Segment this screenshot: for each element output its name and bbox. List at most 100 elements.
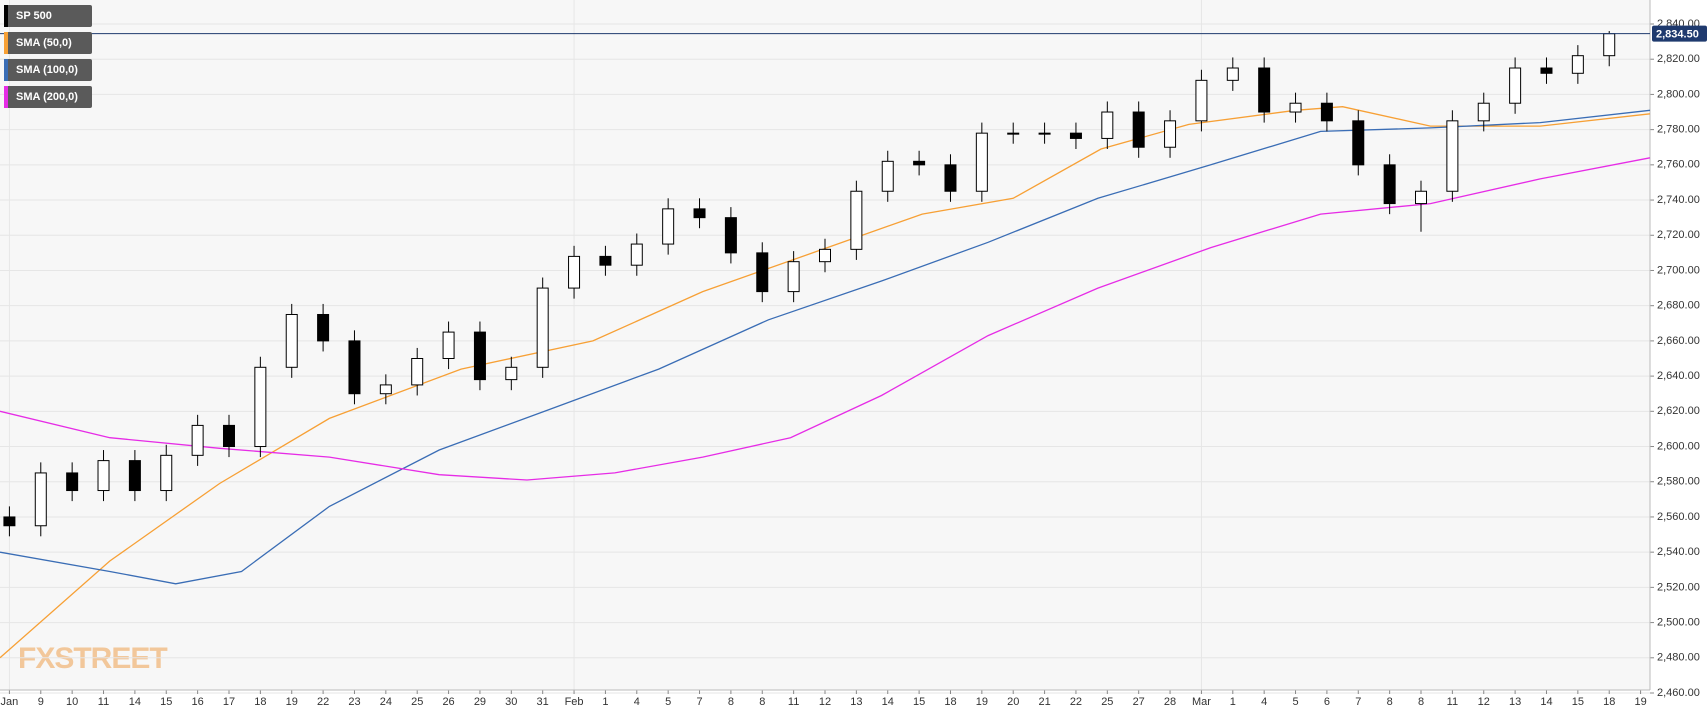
candle-body	[442, 331, 455, 359]
candle-body	[160, 454, 173, 492]
x-tick-label: 16	[191, 696, 203, 708]
x-tick-label: 24	[380, 696, 392, 708]
candle-body	[724, 217, 737, 254]
y-tick-label: 2,560.00	[1657, 511, 1700, 523]
candle-body	[630, 243, 643, 266]
candle-body	[34, 472, 47, 527]
legend-swatch	[4, 86, 8, 108]
y-tick-label: 2,600.00	[1657, 440, 1700, 452]
candle-body	[191, 424, 204, 456]
x-tick-label: 15	[1572, 696, 1584, 708]
legend-label: SMA (50,0)	[16, 37, 72, 49]
x-tick-label: 29	[474, 696, 486, 708]
x-tick-label: 18	[944, 696, 956, 708]
x-tick-label: 9	[38, 696, 44, 708]
x-tick-label: 26	[442, 696, 454, 708]
legend-item[interactable]: SP 500	[4, 5, 92, 27]
candle-body	[379, 384, 392, 395]
candle-body	[944, 164, 957, 192]
x-tick-label: 13	[850, 696, 862, 708]
candle-body	[348, 340, 361, 395]
candle-body	[1164, 120, 1177, 148]
x-tick-label: 21	[1038, 696, 1050, 708]
x-tick-label: 25	[411, 696, 423, 708]
x-tick-label: 22	[317, 696, 329, 708]
x-tick-label: 7	[1355, 696, 1361, 708]
x-tick-label: 5	[665, 696, 671, 708]
x-tick-label: 30	[505, 696, 517, 708]
x-tick-label: 22	[1070, 696, 1082, 708]
x-tick-label: 1	[602, 696, 608, 708]
y-tick-label: 2,680.00	[1657, 300, 1700, 312]
legend-item[interactable]: SMA (200,0)	[4, 86, 92, 108]
x-tick-label: 10	[66, 696, 78, 708]
x-tick-label: 7	[696, 696, 702, 708]
candle-body	[1289, 102, 1302, 113]
legend: SP 500 SMA (50,0) SMA (100,0) SMA (200,0)	[4, 5, 92, 113]
x-tick-label: 15	[913, 696, 925, 708]
plot-background	[0, 0, 1650, 690]
candle-body	[756, 252, 769, 293]
candle-body	[1383, 164, 1396, 205]
x-tick-label: 12	[819, 696, 831, 708]
candle-body	[662, 208, 675, 245]
sma-line	[0, 106, 1651, 659]
x-tick-label: 23	[348, 696, 360, 708]
y-tick-label: 2,800.00	[1657, 88, 1700, 100]
candle-body	[66, 472, 79, 492]
y-tick-label: 2,700.00	[1657, 264, 1700, 276]
candle-body	[1571, 55, 1584, 74]
candle-body	[975, 132, 988, 192]
candle-body	[1007, 132, 1020, 135]
x-tick-label: 18	[254, 696, 266, 708]
x-tick-label: 4	[1261, 696, 1267, 708]
x-tick-label: 28	[1164, 696, 1176, 708]
x-tick-label: 31	[537, 696, 549, 708]
candle-body	[913, 160, 926, 166]
x-tick-label: 13	[1509, 696, 1521, 708]
candle-body	[473, 331, 486, 381]
candle-body	[222, 424, 235, 448]
candle-body	[536, 287, 549, 368]
x-tick-label: 8	[728, 696, 734, 708]
legend-label: SMA (100,0)	[16, 64, 78, 76]
x-tick-label: 17	[223, 696, 235, 708]
x-tick-label: Jan	[1, 696, 19, 708]
candle-body	[881, 160, 894, 192]
candle-body	[1603, 33, 1616, 57]
x-tick-label: 19	[286, 696, 298, 708]
candle-body	[599, 255, 612, 266]
y-tick-label: 2,640.00	[1657, 370, 1700, 382]
watermark: FXSTREET	[18, 642, 167, 675]
y-tick-label: 2,460.00	[1657, 687, 1700, 699]
candle-body	[1509, 67, 1522, 104]
candle-body	[317, 313, 330, 342]
candle-body	[1038, 132, 1051, 135]
candle-body	[819, 248, 831, 263]
x-tick-label: 11	[788, 696, 799, 708]
candle-body	[1352, 120, 1365, 166]
x-tick-label: 12	[1478, 696, 1490, 708]
y-tick-label: 2,620.00	[1657, 405, 1700, 417]
last-price-tag	[1652, 25, 1707, 42]
x-tick-label: 19	[976, 696, 988, 708]
x-tick-label: 11	[1447, 696, 1458, 708]
x-tick-label: 19	[1634, 696, 1646, 708]
candle-body	[97, 460, 110, 492]
legend-item[interactable]: SMA (100,0)	[4, 59, 92, 81]
candle-body	[411, 358, 424, 386]
legend-label: SMA (200,0)	[16, 91, 78, 103]
legend-item[interactable]: SMA (50,0)	[4, 32, 92, 54]
x-tick-label: 14	[129, 696, 141, 708]
legend-swatch	[4, 32, 8, 54]
legend-label: SP 500	[16, 10, 52, 22]
x-tick-label: 11	[98, 696, 109, 708]
candle-body	[505, 366, 518, 381]
y-tick-label: 2,720.00	[1657, 229, 1700, 241]
candle-body	[1132, 111, 1145, 148]
legend-swatch	[4, 59, 8, 81]
candle-body	[1415, 190, 1428, 205]
candle-body	[128, 460, 141, 492]
candle-body	[1320, 102, 1333, 122]
